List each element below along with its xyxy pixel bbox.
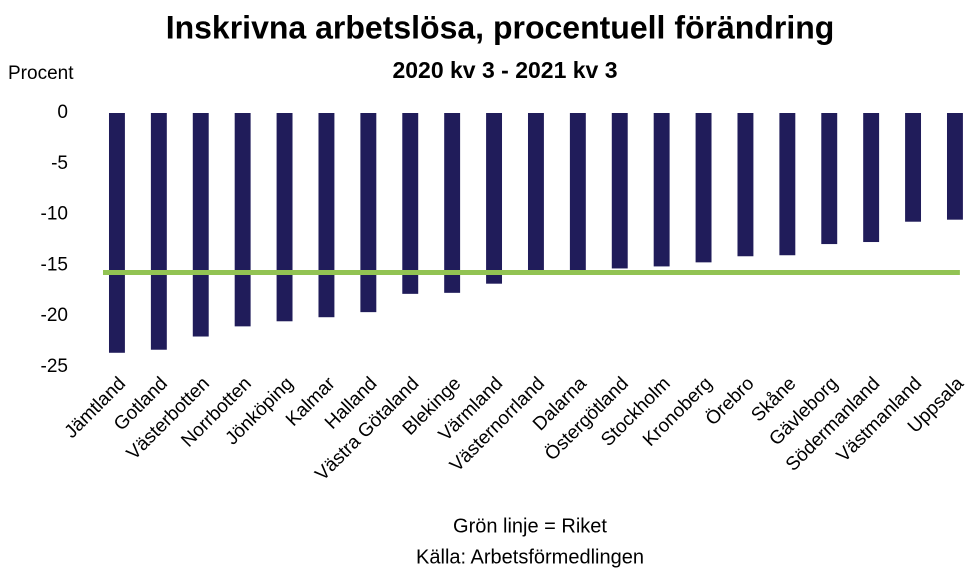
y-tick-label: -10 bbox=[41, 204, 68, 225]
bar bbox=[108, 113, 125, 353]
note: Grön linje = Riket bbox=[453, 515, 607, 537]
bar bbox=[695, 113, 712, 263]
bar bbox=[569, 113, 586, 271]
y-tick-label: -20 bbox=[41, 305, 68, 326]
bar bbox=[779, 113, 796, 256]
bar bbox=[905, 113, 922, 222]
source: Källa: Arbetsförmedlingen bbox=[416, 546, 644, 568]
y-tick-label: -5 bbox=[51, 153, 68, 174]
bar bbox=[360, 113, 377, 313]
bar bbox=[737, 113, 754, 257]
bar bbox=[821, 113, 838, 245]
x-tick-label: Örebro bbox=[702, 373, 759, 430]
bar bbox=[318, 113, 335, 318]
bar bbox=[276, 113, 293, 322]
bar bbox=[863, 113, 880, 243]
y-tick-label: -25 bbox=[41, 356, 68, 377]
bar bbox=[611, 113, 628, 269]
chart-title: Inskrivna arbetslösa, procentuell föränd… bbox=[166, 9, 835, 45]
y-axis-label: Procent bbox=[8, 63, 74, 84]
bar bbox=[527, 113, 544, 272]
chart-subtitle: 2020 kv 3 - 2021 kv 3 bbox=[392, 57, 617, 83]
bar bbox=[150, 113, 167, 350]
x-tick-label: Jämtland bbox=[61, 373, 130, 442]
bar bbox=[234, 113, 251, 327]
bar bbox=[192, 113, 209, 337]
y-tick-label: 0 bbox=[57, 102, 68, 123]
bar bbox=[946, 113, 963, 220]
bar bbox=[486, 113, 503, 284]
bar bbox=[402, 113, 419, 294]
bar bbox=[653, 113, 670, 267]
bar bbox=[444, 113, 461, 293]
y-tick-label: -15 bbox=[41, 254, 68, 275]
